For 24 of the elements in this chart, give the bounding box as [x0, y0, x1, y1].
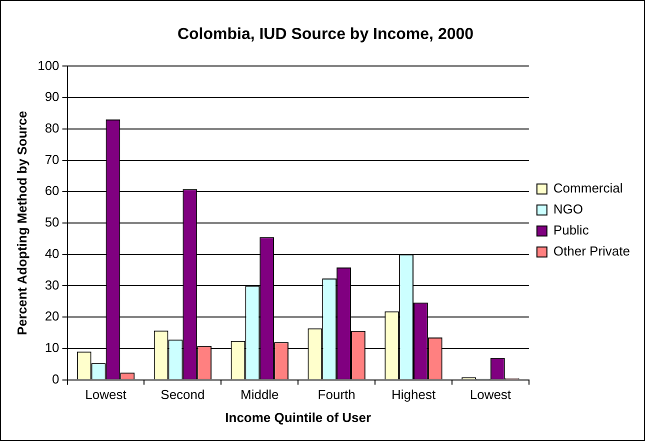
legend-label: NGO [553, 202, 584, 217]
x-tick-label: Lowest [85, 387, 127, 402]
y-tick-label: 40 [44, 246, 60, 261]
y-tick-label: 80 [44, 120, 60, 136]
legend-label: Public [553, 222, 590, 238]
x-axis-title: Income Quintile of User [225, 410, 372, 425]
y-tick-label: 20 [44, 308, 60, 324]
x-tick-label: Second [160, 387, 205, 402]
y-tick-label: 30 [44, 277, 60, 292]
y-tick-label: 10 [44, 340, 60, 356]
legend-label: Commercial [553, 180, 623, 196]
legend-label: Other Private [553, 244, 630, 259]
y-tick-label: 50 [44, 214, 60, 230]
y-tick-label: 90 [44, 89, 60, 104]
x-tick-label: Middle [240, 387, 279, 402]
chart-title: Colombia, IUD Source by Income, 2000 [177, 26, 474, 44]
y-tick-label: 100 [38, 58, 60, 73]
y-tick-label: 0 [52, 371, 60, 386]
x-tick-label: Lowest [470, 387, 512, 402]
y-axis-title: Percent Adopting Method by Source [14, 110, 30, 336]
x-tick-label: Highest [391, 387, 436, 402]
y-tick-label: 70 [44, 152, 60, 167]
x-tick-label: Fourth [318, 387, 356, 402]
y-tick-label: 60 [44, 183, 60, 198]
